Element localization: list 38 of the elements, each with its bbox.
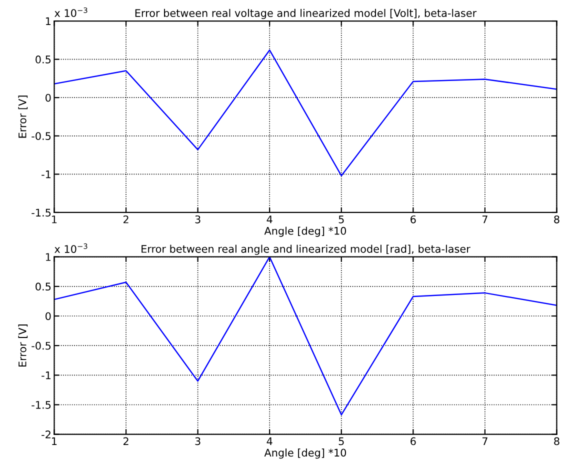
y-tick-label: -1	[42, 170, 51, 178]
y-tick-label: 1	[46, 17, 51, 25]
x-tick-label: 1	[52, 216, 57, 224]
y-tick-label: -0.5	[32, 132, 51, 140]
x-tick-label: 1	[52, 437, 57, 446]
x-tick-label: 7	[482, 437, 488, 446]
x-axis-title: Angle [deg] *10	[264, 448, 346, 459]
text: x 10$^{−3}$	[54, 243, 88, 253]
line-series	[54, 49, 557, 176]
chart-title: Error between real voltage and linearized model [Volt], beta-laser	[135, 8, 477, 20]
x-tick-label: 4	[266, 216, 272, 224]
y-tick-label: -1.5	[32, 208, 51, 217]
y-axis-title: Error [V]	[18, 96, 28, 138]
y-tick-label: -2	[42, 430, 50, 438]
x-tick-label: 8	[554, 215, 560, 224]
x-tick-label: 2	[123, 437, 128, 446]
x-axis-title: Angle [deg] *10	[264, 226, 346, 237]
y-tick-label: -0.5	[32, 342, 51, 350]
x-tick-label: 5	[338, 437, 344, 446]
x-tick-label: 4	[266, 437, 272, 446]
x-tick-label: 2	[123, 215, 128, 224]
y-tick-label: 0.5	[36, 56, 51, 64]
y-tick-label: 0	[46, 312, 51, 320]
x-tick-label: 6	[410, 215, 416, 224]
y-tick-label: -1.5	[32, 401, 51, 409]
y-tick-label: -1	[42, 372, 51, 380]
x-tick-label: 6	[410, 437, 416, 446]
x-tick-label: 3	[195, 215, 200, 224]
y-tick-label: 0	[46, 94, 51, 102]
x-tick-label: 3	[195, 437, 200, 446]
x-tick-label: 8	[554, 437, 560, 446]
y-tick-label: 0.5	[36, 282, 51, 291]
y-axis-title: Error [V]	[18, 324, 28, 367]
x-tick-label: 5	[338, 216, 344, 224]
x-tick-label: 7	[482, 216, 488, 224]
y-tick-label: 1	[46, 253, 51, 261]
chart-title: Error between real angle and linearized model [rad], beta-laser	[142, 244, 470, 255]
text: x 10$^{−3}$	[54, 7, 88, 17]
